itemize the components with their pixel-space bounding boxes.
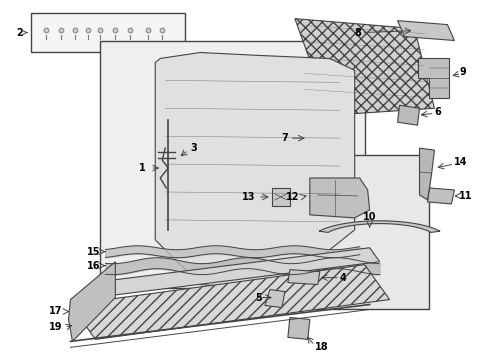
Text: 14: 14 [454,157,468,167]
Text: 2: 2 [16,28,23,37]
Polygon shape [308,130,340,148]
Text: 16: 16 [87,261,100,271]
Polygon shape [288,318,310,339]
Text: 5: 5 [255,293,262,302]
Bar [272,188,290,206]
Text: 4: 4 [340,273,346,283]
Polygon shape [295,19,435,115]
Polygon shape [310,178,369,218]
Bar [30,13,185,53]
Text: 15: 15 [87,247,100,257]
Polygon shape [427,188,454,204]
Polygon shape [100,248,380,296]
Text: 13: 13 [242,192,255,202]
Polygon shape [397,105,419,125]
Polygon shape [417,58,449,98]
Text: 6: 6 [435,107,441,117]
Text: 10: 10 [363,212,376,222]
Polygon shape [419,148,435,200]
Text: 9: 9 [460,67,466,77]
Text: 3: 3 [190,143,197,153]
Polygon shape [397,21,454,41]
Bar [255,155,429,310]
Text: 19: 19 [49,323,63,332]
Polygon shape [319,221,440,233]
Text: 17: 17 [49,306,63,316]
Polygon shape [69,262,115,341]
Polygon shape [265,289,285,307]
Text: 11: 11 [460,191,473,201]
Text: 8: 8 [355,28,362,37]
Bar [100,41,365,288]
Polygon shape [71,265,390,339]
Text: 18: 18 [315,342,328,352]
Polygon shape [288,270,320,285]
Polygon shape [155,53,355,289]
Text: 12: 12 [286,192,300,202]
Text: 7: 7 [281,133,288,143]
Text: 1: 1 [139,163,145,173]
